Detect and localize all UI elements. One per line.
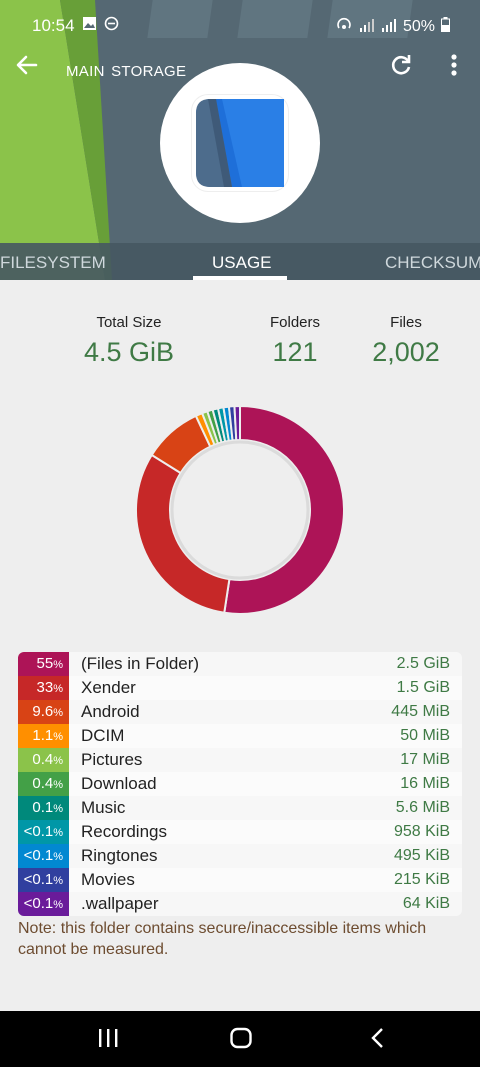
legend-size: 445 MiB	[391, 703, 450, 720]
tab-indicator	[193, 276, 287, 280]
legend-name: Music	[81, 798, 126, 817]
legend-size: 215 KiB	[393, 871, 450, 888]
folders-label: Folders	[269, 314, 321, 331]
page-title: Main Storage	[66, 56, 187, 81]
donut-slice-1	[135, 453, 231, 614]
legend-percent: 55%	[18, 652, 69, 676]
legend-percent: 0.1%	[18, 796, 69, 820]
legend-percent: 0.4%	[18, 748, 69, 772]
legend-name: Ringtones	[81, 846, 158, 865]
legend-size: 958 KiB	[393, 823, 450, 840]
legend-row[interactable]: <0.1% Ringtones 495 KiB	[18, 844, 462, 868]
legend-name: Xender	[81, 678, 136, 697]
legend-percent: 0.4%	[18, 772, 69, 796]
total-size-label: Total Size	[96, 314, 162, 331]
legend-row[interactable]: <0.1% Movies 215 KiB	[18, 868, 462, 892]
battery-percent: 50%	[402, 17, 435, 35]
legend-size: 1.5 GiB	[396, 679, 450, 696]
system-nav-bar	[0, 1011, 480, 1067]
arrow-back-icon	[16, 55, 38, 75]
legend-row[interactable]: <0.1% .wallpaper 64 KiB	[18, 892, 462, 916]
refresh-button[interactable]	[388, 52, 414, 78]
stat-total-size: Total Size 4.5 GiB	[60, 314, 198, 368]
legend-row[interactable]: 0.1% Music 5.6 MiB	[18, 796, 462, 820]
stat-folders: Folders 121	[245, 314, 345, 368]
gallery-icon	[82, 16, 97, 35]
legend-percent: <0.1%	[18, 820, 69, 844]
home-button[interactable]	[229, 1025, 253, 1056]
status-right-group: 50%	[335, 16, 450, 37]
legend-size: 16 MiB	[400, 775, 450, 792]
status-time: 10:54	[32, 16, 75, 35]
inaccessible-note: Note: this folder contains secure/inacce…	[18, 920, 427, 958]
back-button[interactable]	[12, 50, 42, 80]
legend-row[interactable]: 1.1% DCIM 50 MiB	[18, 724, 462, 748]
files-value: 2,002	[372, 337, 440, 367]
signal-icon-2	[381, 17, 397, 37]
legend-percent: 33%	[18, 676, 69, 700]
legend-percent: <0.1%	[18, 868, 69, 892]
legend-size: 5.6 MiB	[395, 799, 450, 816]
legend-percent: 9.6%	[18, 700, 69, 724]
recents-button[interactable]	[96, 1025, 120, 1056]
total-size-value: 4.5 GiB	[83, 337, 175, 367]
legend-name: Download	[81, 774, 157, 793]
legend-percent: <0.1%	[18, 892, 69, 916]
donut-slice-10	[233, 404, 241, 442]
tab-filesystem[interactable]: FILESYSTEM	[0, 253, 106, 272]
signal-icon	[359, 17, 375, 37]
home-icon	[230, 1027, 252, 1049]
refresh-icon	[391, 55, 411, 75]
legend-size: 17 MiB	[400, 751, 450, 768]
legend-percent: <0.1%	[18, 844, 69, 868]
battery-icon	[441, 16, 450, 37]
tab-usage[interactable]: USAGE	[212, 253, 272, 272]
app-bar: Main Storage	[0, 40, 480, 96]
legend-size: 495 KiB	[393, 847, 450, 864]
chevron-left-icon	[371, 1028, 383, 1048]
legend-name: (Files in Folder)	[81, 654, 200, 673]
donut-slice-0	[223, 404, 345, 615]
legend-size: 2.5 GiB	[396, 655, 450, 672]
more-options-button[interactable]	[444, 52, 464, 78]
folders-value: 121	[272, 337, 318, 367]
legend-row[interactable]: 9.6% Android 445 MiB	[18, 700, 462, 724]
dnd-icon	[104, 16, 119, 35]
stat-files: Files 2,002	[356, 314, 456, 368]
header-banner: 10:54 50% Main Storage	[0, 0, 480, 280]
more-vert-icon	[451, 54, 457, 76]
legend-row[interactable]: 55% (Files in Folder) 2.5 GiB	[18, 652, 462, 676]
legend-name: Movies	[81, 870, 135, 889]
storage-avatar	[160, 63, 320, 223]
legend-name: DCIM	[81, 726, 125, 745]
usage-legend-table: 55% (Files in Folder) 2.5 GiB 33% Xender 1.5 …	[18, 652, 462, 916]
legend-row[interactable]: 0.4% Download 16 MiB	[18, 772, 462, 796]
legend-percent: 1.1%	[18, 724, 69, 748]
donut-inner-ring	[170, 440, 310, 580]
legend-name: Recordings	[81, 822, 167, 841]
tab-bar: FILESYSTEM USAGE CHECKSUM	[0, 243, 480, 280]
legend-size: 50 MiB	[400, 727, 450, 744]
back-nav-button[interactable]	[366, 1025, 390, 1056]
legend-name: Android	[81, 702, 140, 721]
files-label: Files	[390, 314, 422, 331]
usage-donut-chart	[135, 404, 345, 615]
hotspot-icon	[335, 16, 353, 37]
legend-name: .wallpaper	[81, 894, 159, 913]
storage-icon	[192, 95, 288, 191]
status-bar: 10:54 50%	[0, 0, 480, 40]
legend-row[interactable]: <0.1% Recordings 958 KiB	[18, 820, 462, 844]
legend-name: Pictures	[81, 750, 143, 769]
legend-row[interactable]: 33% Xender 1.5 GiB	[18, 676, 462, 700]
tab-checksum[interactable]: CHECKSUM	[385, 253, 480, 272]
legend-size: 64 KiB	[402, 895, 450, 912]
legend-row[interactable]: 0.4% Pictures 17 MiB	[18, 748, 462, 772]
recents-icon	[99, 1029, 118, 1047]
